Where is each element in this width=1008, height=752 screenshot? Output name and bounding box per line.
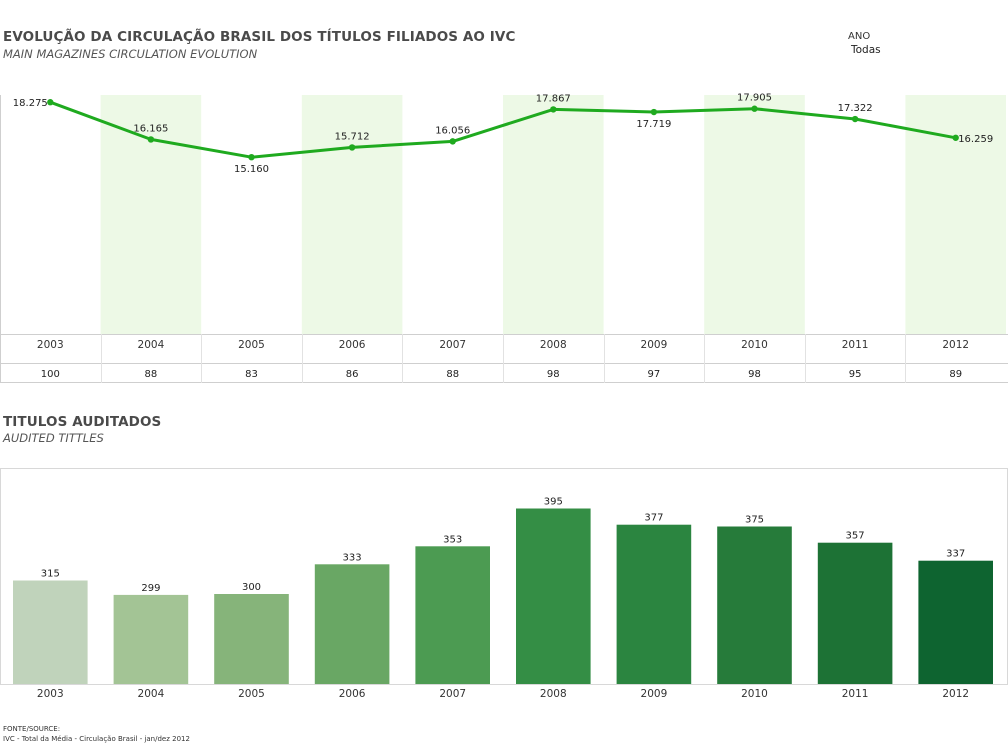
bar-label-2012: 337	[946, 549, 965, 560]
point-2004	[147, 136, 155, 143]
bar-2003	[13, 580, 88, 684]
section-title: TITULOS AUDITADOS	[3, 414, 162, 430]
bar-label-2004: 299	[141, 583, 160, 594]
x-tick-2007: 2007	[439, 339, 466, 351]
data-label-2003: 18.275	[13, 98, 48, 109]
x-tick-2012: 2012	[942, 339, 969, 351]
bar-x-tick-2007: 2007	[439, 688, 466, 700]
point-2010	[751, 105, 758, 112]
x-tick-2009: 2009	[641, 339, 668, 351]
section-subtitle: AUDITED TITTLES	[3, 431, 104, 445]
bar-label-2007: 353	[443, 534, 462, 545]
bar-2005	[214, 594, 289, 684]
bar-label-2008: 395	[544, 497, 563, 508]
index-value-2003: 100	[41, 369, 60, 380]
index-value-2010: 98	[748, 369, 761, 380]
bar-2011	[817, 542, 893, 684]
circulation-line-chart: 18.275 16.165 15.160 15.712 16.056 17.867 17.7…	[0, 93, 1008, 383]
data-label-2008: 17.867	[536, 93, 571, 104]
point-2007	[449, 138, 456, 145]
index-value-2009: 97	[648, 369, 661, 380]
bar-x-tick-2009: 2009	[641, 688, 668, 700]
point-2011	[851, 115, 859, 123]
data-label-2005: 15.160	[234, 164, 269, 175]
x-tick-2004: 2004	[138, 339, 165, 351]
x-tick-2011: 2011	[842, 339, 869, 351]
bar-2012	[918, 560, 993, 684]
point-2008	[550, 106, 557, 113]
point-2006	[348, 144, 356, 151]
year-filter-label: ANO	[848, 31, 871, 42]
series-line	[49, 100, 956, 159]
bar-2009	[616, 524, 692, 684]
data-label-2010: 17.905	[737, 93, 772, 104]
data-label-2006: 15.712	[335, 131, 370, 142]
index-value-2004: 88	[145, 369, 158, 380]
bar-x-tick-2008: 2008	[540, 688, 567, 700]
bar-label-2011: 357	[846, 531, 865, 542]
bar-2008	[516, 508, 591, 684]
index-value-2005: 83	[245, 369, 258, 380]
bar-x-tick-2004: 2004	[138, 688, 165, 700]
data-label-2007: 16.056	[435, 125, 470, 136]
main-title: EVOLUÇÃO DA CIRCULAÇÃO BRASIL DOS TÍTULO…	[3, 29, 516, 45]
bar-x-tick-2005: 2005	[238, 688, 265, 700]
x-tick-2003: 2003	[37, 339, 64, 351]
band-2006	[301, 95, 403, 334]
x-tick-2010: 2010	[741, 339, 768, 351]
x-tick-2006: 2006	[339, 339, 366, 351]
bar-2004	[113, 594, 189, 684]
index-value-2006: 86	[346, 369, 359, 380]
data-label-2012: 16.259	[958, 134, 993, 145]
x-tick-2005: 2005	[238, 339, 265, 351]
point-2005	[248, 153, 255, 161]
data-label-2011: 17.322	[838, 103, 873, 114]
band-2008	[503, 95, 604, 334]
bar-label-2009: 377	[644, 513, 663, 524]
bar-x-tick-2011: 2011	[842, 688, 869, 700]
footer-source-label: FONTE/SOURCE:	[3, 725, 61, 733]
bar-label-2003: 315	[41, 569, 60, 580]
band-2010	[704, 95, 805, 334]
bar-label-2010: 375	[745, 515, 764, 526]
bar-2010	[717, 526, 792, 684]
point-2012	[952, 134, 959, 141]
bar-x-tick-2006: 2006	[339, 688, 366, 700]
year-filter-dropdown[interactable]: Todas	[851, 44, 881, 56]
audited-titles-bar-chart: 315 299 300 333 353 395 377 375 357 337 2003 2004 20…	[0, 468, 1008, 700]
index-value-2008: 98	[547, 369, 560, 380]
data-label-2004: 16.165	[133, 123, 168, 134]
bar-label-2006: 333	[343, 552, 362, 563]
index-value-2011: 95	[849, 369, 862, 380]
bar-x-tick-2012: 2012	[942, 688, 969, 700]
point-2003	[47, 99, 54, 106]
data-label-2009: 17.719	[636, 119, 671, 130]
point-2009	[650, 108, 658, 116]
bar-x-tick-2010: 2010	[741, 688, 768, 700]
x-tick-2008: 2008	[540, 339, 567, 351]
main-subtitle: MAIN MAGAZINES CIRCULATION EVOLUTION	[3, 47, 258, 61]
bar-2006	[314, 564, 390, 684]
bar-label-2005: 300	[242, 582, 261, 593]
index-value-2012: 89	[949, 369, 962, 380]
index-value-2007: 88	[446, 369, 459, 380]
bar-2007	[415, 546, 490, 684]
bar-x-tick-2003: 2003	[37, 688, 64, 700]
band-2004	[100, 95, 202, 334]
footer-source-text: IVC - Total da Média - Circulação Brasil…	[3, 735, 190, 743]
